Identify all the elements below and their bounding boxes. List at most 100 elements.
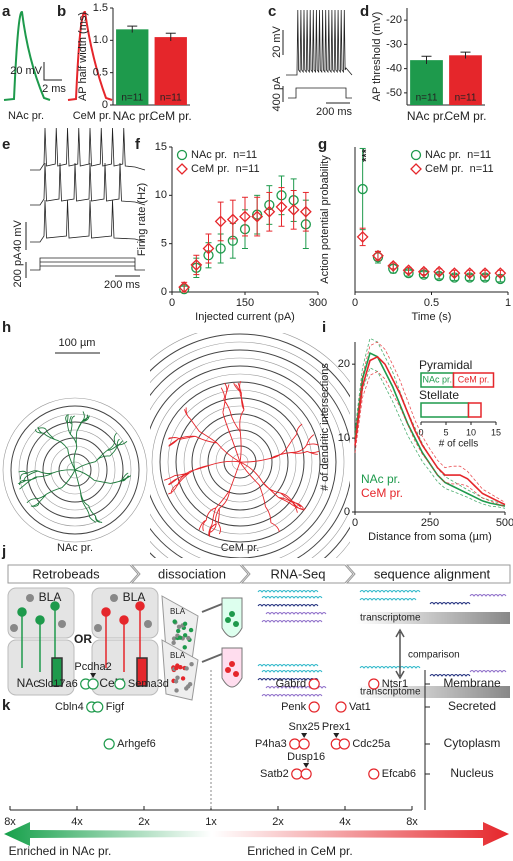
scale-label: 200 ms xyxy=(316,106,353,118)
x-tick-label: 1 xyxy=(505,297,511,309)
slice-cells xyxy=(171,619,194,693)
cell xyxy=(182,633,188,638)
cell xyxy=(144,620,152,628)
panel-label: i xyxy=(322,319,326,336)
gene-marker xyxy=(308,678,320,690)
panel-j-workflow: Retrobeads dissociation RNA-Seq sequence… xyxy=(7,564,511,701)
x-tick-label: 0 xyxy=(352,297,358,309)
sholl-ring xyxy=(150,349,350,558)
read xyxy=(469,594,507,597)
cell xyxy=(185,684,191,689)
bar-label: n=11 xyxy=(455,93,477,104)
panel-labels: a b c d e f g h i j k xyxy=(1,3,369,714)
read xyxy=(265,612,327,615)
y-tick-label: -30 xyxy=(386,38,402,50)
trace xyxy=(67,10,113,101)
arrow xyxy=(201,603,223,663)
marker xyxy=(239,210,251,223)
sholl-ring xyxy=(191,413,289,511)
region-box xyxy=(91,587,159,639)
cell xyxy=(182,645,187,650)
marker xyxy=(463,267,476,280)
marker xyxy=(190,259,203,271)
scale-label: 200 pA xyxy=(12,252,24,288)
x-tick-label: 4x xyxy=(71,816,83,828)
region-label: NAc xyxy=(17,676,40,690)
scale-label: 200 ms xyxy=(104,279,141,291)
y-tick-label: 0.5 xyxy=(93,67,108,79)
marker xyxy=(417,265,430,278)
reads xyxy=(257,590,507,697)
line xyxy=(354,355,506,506)
row-label: Nucleus xyxy=(450,766,493,780)
read xyxy=(359,598,417,601)
panel-c-traces: 20 mV 400 pA 200 ms xyxy=(271,9,353,118)
step-box xyxy=(7,564,139,584)
cell xyxy=(176,628,181,634)
cell xyxy=(173,679,179,684)
bar-segment xyxy=(420,402,470,418)
legend-label: NAc pr. xyxy=(361,472,400,486)
sholl-ring xyxy=(215,437,265,487)
sholl-ring xyxy=(150,333,350,558)
y-tick-label: 1.0 xyxy=(93,34,108,46)
panel-label: g xyxy=(318,136,327,153)
gene-label: Sema3d xyxy=(128,678,169,690)
neurons-green xyxy=(17,601,63,687)
side-label: Enriched in NAc pr. xyxy=(9,844,112,858)
legend-marker xyxy=(410,163,422,175)
x-tick-label: 2x xyxy=(272,816,284,828)
sholl-ring xyxy=(42,437,108,503)
gene-marker xyxy=(338,738,350,750)
read xyxy=(359,590,421,593)
step-box xyxy=(130,564,249,584)
gene-label: Gabrd xyxy=(276,678,307,690)
cell xyxy=(58,620,66,628)
panel-h-morphology: 100 µm NAc pr. CeM pr. xyxy=(2,333,350,558)
sholl-ring xyxy=(151,373,329,551)
marker xyxy=(215,243,226,254)
error-band xyxy=(354,367,506,509)
x-tick-label: 0 xyxy=(352,517,358,529)
region-box xyxy=(7,587,75,639)
y-tick-label: 0 xyxy=(344,506,350,518)
read xyxy=(469,670,507,673)
sholl-ring xyxy=(2,397,148,543)
x-tick-label: 500 xyxy=(496,517,513,529)
error-band xyxy=(354,371,506,508)
gene-marker xyxy=(368,678,380,690)
gene-label: Snx25 xyxy=(289,721,320,733)
bar xyxy=(154,37,187,105)
gene-label: Cdc25a xyxy=(352,738,391,750)
marker xyxy=(299,205,312,218)
read xyxy=(261,596,323,599)
scale-label: 2 ms xyxy=(42,83,66,95)
legend-label: NAc pr. n=11 xyxy=(425,149,491,161)
pointer xyxy=(301,733,308,738)
gene-label: Arhgef6 xyxy=(117,738,156,750)
x-tick-label: CeM pr. xyxy=(444,109,486,123)
gene-label: Prex1 xyxy=(322,721,351,733)
gene-label: Penk xyxy=(281,701,307,713)
y-axis-label: Firing rate (Hz) xyxy=(136,183,148,256)
category-label: Stellate xyxy=(419,388,459,402)
tube xyxy=(221,597,243,638)
direction-arrow xyxy=(213,822,509,846)
read xyxy=(257,678,319,681)
bar xyxy=(410,60,443,105)
gene-label: Slc17a6 xyxy=(38,678,78,690)
bar-label: n=11 xyxy=(121,93,143,104)
cell xyxy=(174,665,179,671)
step-box xyxy=(345,564,511,584)
legend-label: CeM pr. xyxy=(361,486,403,500)
sholl-ring xyxy=(26,421,124,519)
gene-label: Pcdha2 xyxy=(74,661,111,673)
read xyxy=(429,674,471,677)
gene-marker xyxy=(368,768,380,780)
pointer xyxy=(303,763,310,768)
y-axis-label: Action potential probability xyxy=(319,155,331,284)
gene-marker xyxy=(92,701,104,713)
segment-label: CeM pr. xyxy=(458,374,490,384)
read xyxy=(261,670,323,673)
